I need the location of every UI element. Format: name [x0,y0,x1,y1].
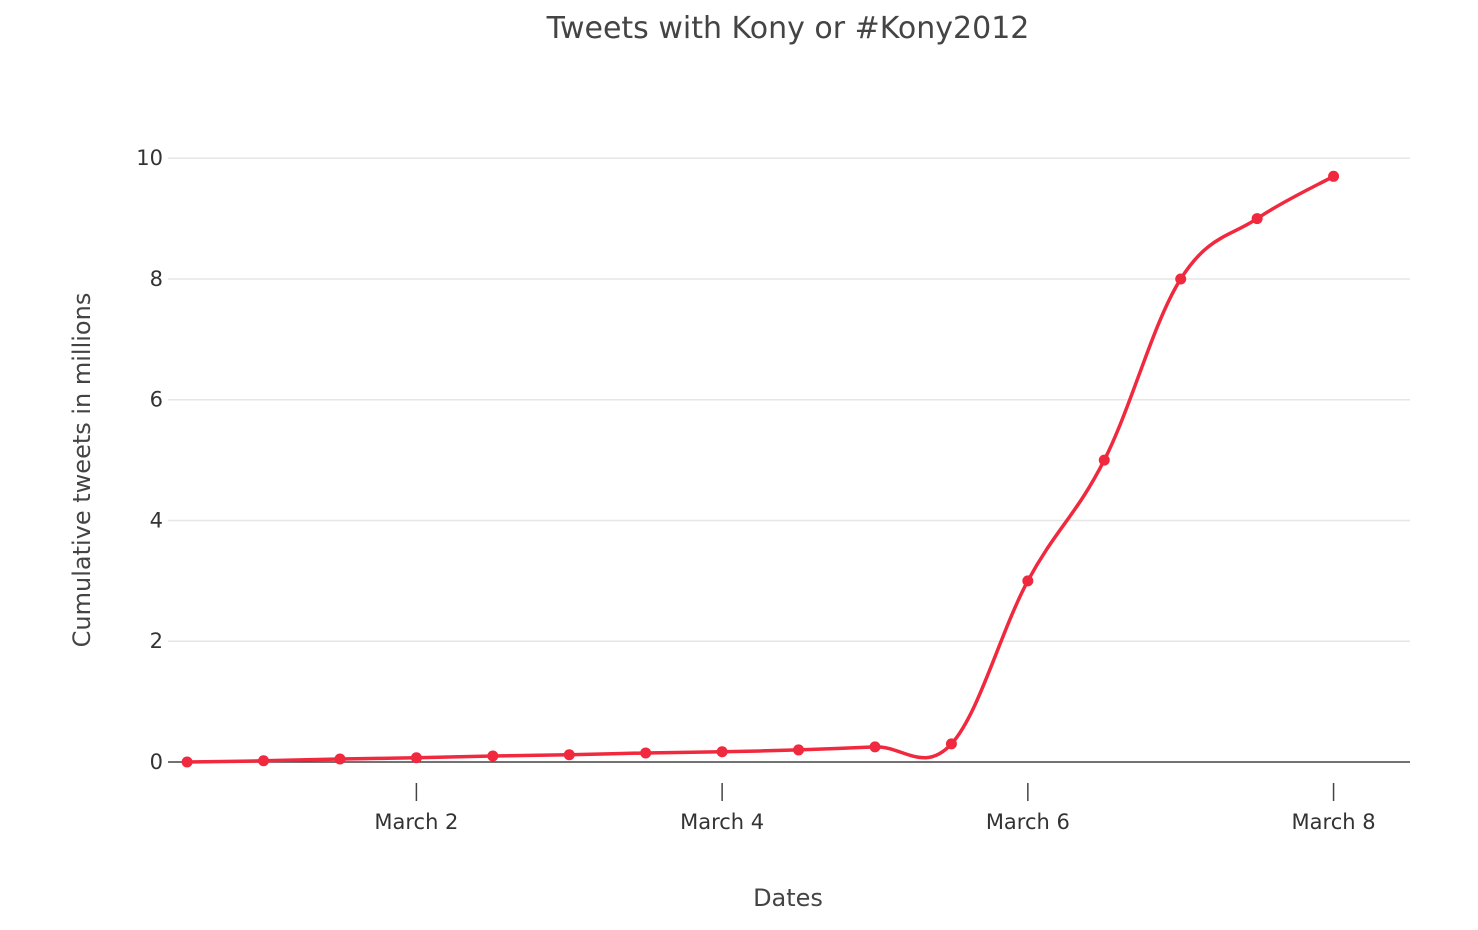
x-tick-label: March 2 [374,810,458,834]
x-tick-label: March 6 [986,810,1070,834]
data-point[interactable] [869,741,881,753]
y-tick-label: 10 [136,146,163,170]
data-point[interactable] [640,747,652,759]
data-point[interactable] [1175,273,1187,285]
data-point[interactable] [1022,575,1034,587]
data-point[interactable] [487,750,499,762]
x-tick-label: March 4 [680,810,764,834]
x-axis-title: Dates [753,884,823,912]
data-point[interactable] [563,749,575,761]
data-point[interactable] [1251,213,1263,225]
x-axis-ticks: March 2 March 4 March 6 March 8 [374,783,1376,834]
data-point[interactable] [945,738,957,750]
data-point[interactable] [258,755,270,767]
series-line [185,174,1336,764]
y-tick-label: 8 [150,267,163,291]
data-point[interactable] [181,756,193,768]
gridlines [168,157,1410,763]
data-point[interactable] [716,746,728,758]
y-tick-label: 0 [150,750,163,774]
series-layer [181,170,1340,768]
y-axis-ticks: 0 2 4 6 8 10 [136,146,163,774]
y-axis-title: Cumulative tweets in millions [68,293,96,648]
x-tick-label: March 8 [1292,810,1376,834]
y-tick-label: 6 [150,388,163,412]
data-point[interactable] [1328,170,1340,182]
y-tick-label: 4 [150,508,163,532]
data-point[interactable] [793,744,805,756]
y-tick-label: 2 [150,629,163,653]
data-point[interactable] [334,753,346,765]
data-point[interactable] [1098,454,1110,466]
data-point[interactable] [410,752,422,764]
chart-title: Tweets with Kony or #Kony2012 [546,11,1030,46]
